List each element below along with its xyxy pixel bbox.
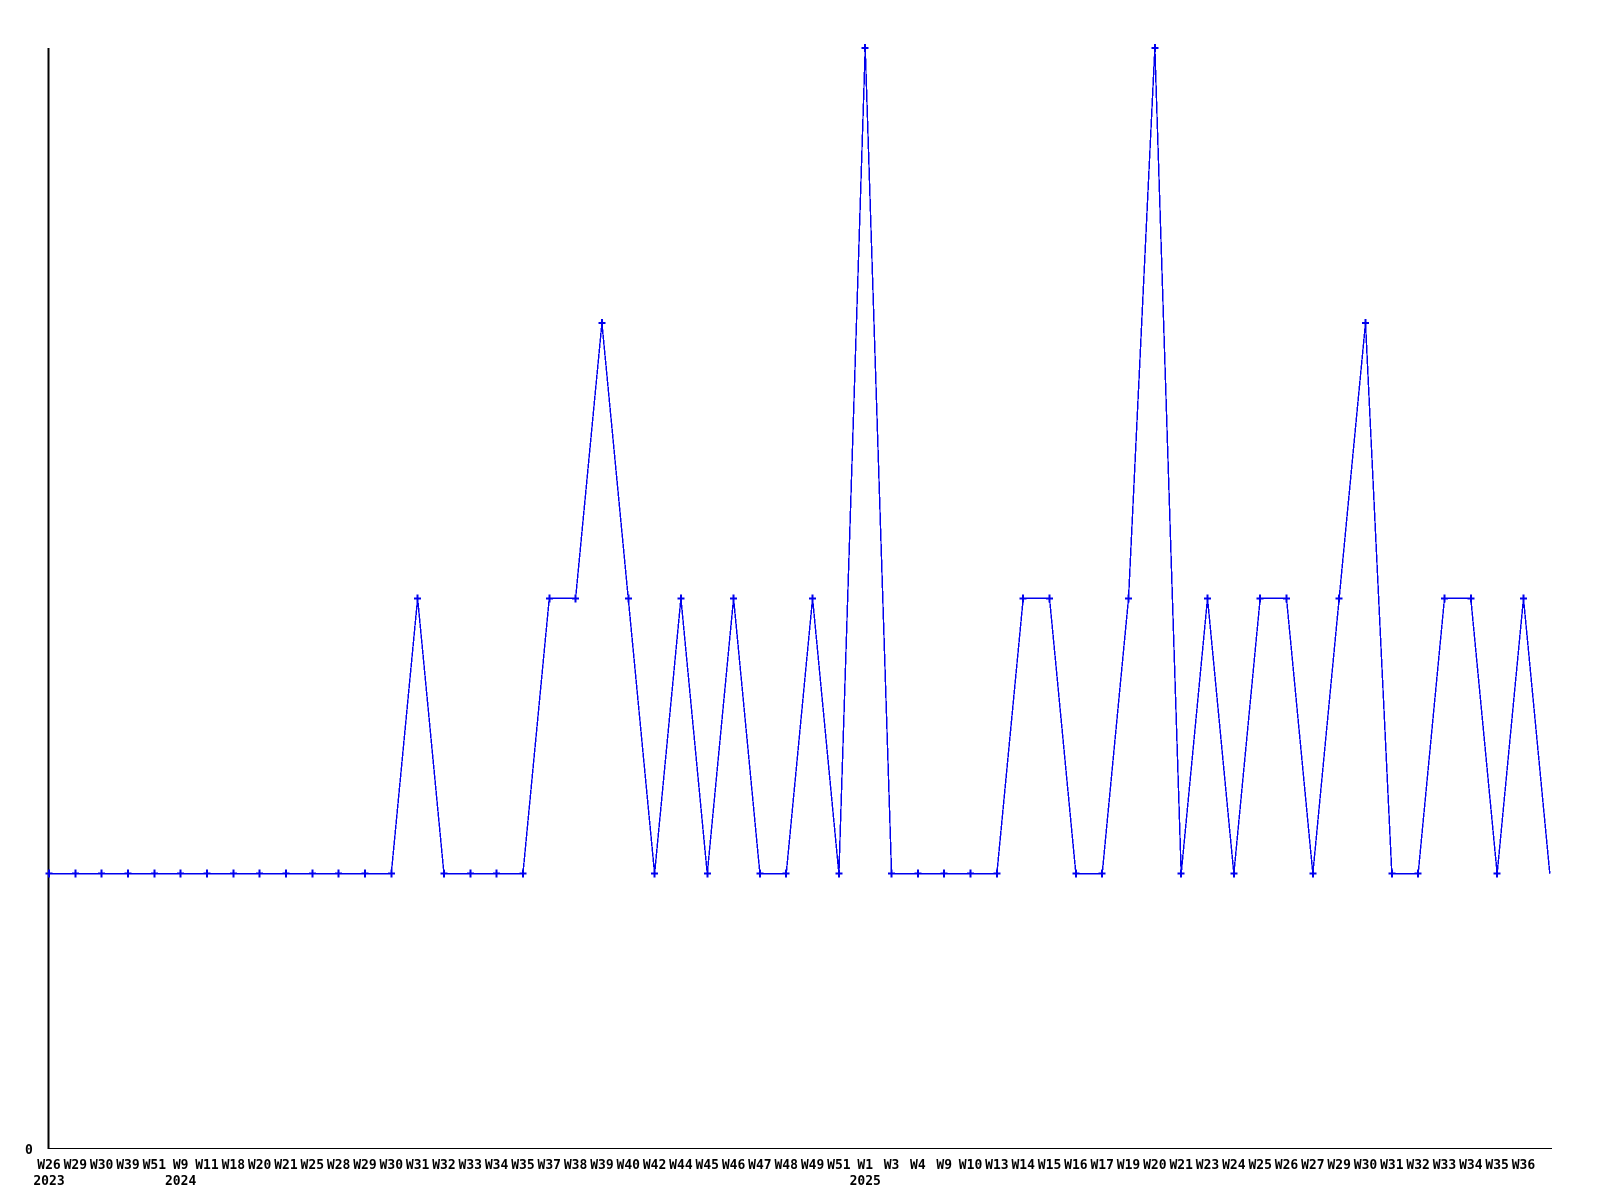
svg-text:W47: W47 — [748, 1158, 771, 1173]
svg-text:W1: W1 — [857, 1158, 873, 1173]
svg-text:W29: W29 — [64, 1158, 87, 1173]
svg-text:W10: W10 — [959, 1158, 983, 1173]
svg-text:W3: W3 — [884, 1158, 900, 1173]
svg-text:W14: W14 — [1011, 1158, 1035, 1173]
svg-text:W20: W20 — [1143, 1158, 1167, 1173]
svg-text:W25: W25 — [301, 1158, 324, 1173]
line-series — [49, 47, 1551, 875]
year-labels: 2023 2024 2025 — [33, 1174, 881, 1189]
svg-text:W30: W30 — [1354, 1158, 1378, 1173]
svg-text:W9: W9 — [173, 1158, 189, 1173]
svg-text:W35: W35 — [511, 1158, 534, 1173]
svg-text:W11: W11 — [195, 1158, 219, 1173]
svg-text:W34: W34 — [485, 1158, 509, 1173]
y-axis-origin-label: 0 — [25, 1143, 33, 1158]
svg-text:W51: W51 — [827, 1158, 851, 1173]
svg-text:W40: W40 — [617, 1158, 641, 1173]
svg-text:W39: W39 — [590, 1158, 613, 1173]
data-point-markers — [45, 43, 1527, 878]
svg-text:W16: W16 — [1064, 1158, 1088, 1173]
svg-text:W48: W48 — [774, 1158, 798, 1173]
svg-text:W13: W13 — [985, 1158, 1008, 1173]
svg-text:W29: W29 — [353, 1158, 376, 1173]
x-tick-labels: W26 W29 W30 W39 W51 W9 W11 W18 W20 W21 W25 W28 W29 W3… — [37, 1158, 1535, 1173]
svg-text:W19: W19 — [1117, 1158, 1140, 1173]
svg-text:W39: W39 — [116, 1158, 139, 1173]
svg-text:W29: W29 — [1327, 1158, 1350, 1173]
svg-text:W32: W32 — [1406, 1158, 1429, 1173]
svg-text:W46: W46 — [722, 1158, 746, 1173]
svg-text:2025: 2025 — [850, 1174, 881, 1189]
svg-text:W33: W33 — [459, 1158, 482, 1173]
svg-text:W44: W44 — [669, 1158, 693, 1173]
svg-text:W15: W15 — [1038, 1158, 1061, 1173]
svg-text:W38: W38 — [564, 1158, 588, 1173]
svg-text:W17: W17 — [1090, 1158, 1113, 1173]
svg-text:W33: W33 — [1433, 1158, 1456, 1173]
svg-text:2024: 2024 — [165, 1174, 196, 1189]
svg-text:W4: W4 — [910, 1158, 926, 1173]
svg-text:W23: W23 — [1196, 1158, 1219, 1173]
svg-text:W24: W24 — [1222, 1158, 1246, 1173]
svg-text:W31: W31 — [1380, 1158, 1404, 1173]
svg-text:2023: 2023 — [33, 1174, 64, 1189]
svg-text:W25: W25 — [1248, 1158, 1271, 1173]
svg-text:W21: W21 — [274, 1158, 298, 1173]
svg-text:W20: W20 — [248, 1158, 272, 1173]
svg-text:W42: W42 — [643, 1158, 666, 1173]
svg-text:W9: W9 — [936, 1158, 952, 1173]
axes — [47, 48, 1552, 1150]
svg-text:W37: W37 — [538, 1158, 561, 1173]
svg-text:0: 0 — [25, 1143, 33, 1158]
svg-text:W26: W26 — [37, 1158, 61, 1173]
svg-text:W28: W28 — [327, 1158, 351, 1173]
svg-text:W21: W21 — [1169, 1158, 1193, 1173]
svg-text:W31: W31 — [406, 1158, 430, 1173]
svg-text:W51: W51 — [143, 1158, 167, 1173]
svg-text:W30: W30 — [90, 1158, 114, 1173]
svg-text:W35: W35 — [1485, 1158, 1508, 1173]
svg-text:W49: W49 — [801, 1158, 824, 1173]
svg-text:W30: W30 — [380, 1158, 404, 1173]
svg-text:W32: W32 — [432, 1158, 455, 1173]
svg-text:W34: W34 — [1459, 1158, 1483, 1173]
svg-text:W27: W27 — [1301, 1158, 1324, 1173]
svg-text:W18: W18 — [222, 1158, 246, 1173]
svg-text:W45: W45 — [696, 1158, 719, 1173]
svg-text:W36: W36 — [1512, 1158, 1536, 1173]
svg-text:W26: W26 — [1275, 1158, 1299, 1173]
